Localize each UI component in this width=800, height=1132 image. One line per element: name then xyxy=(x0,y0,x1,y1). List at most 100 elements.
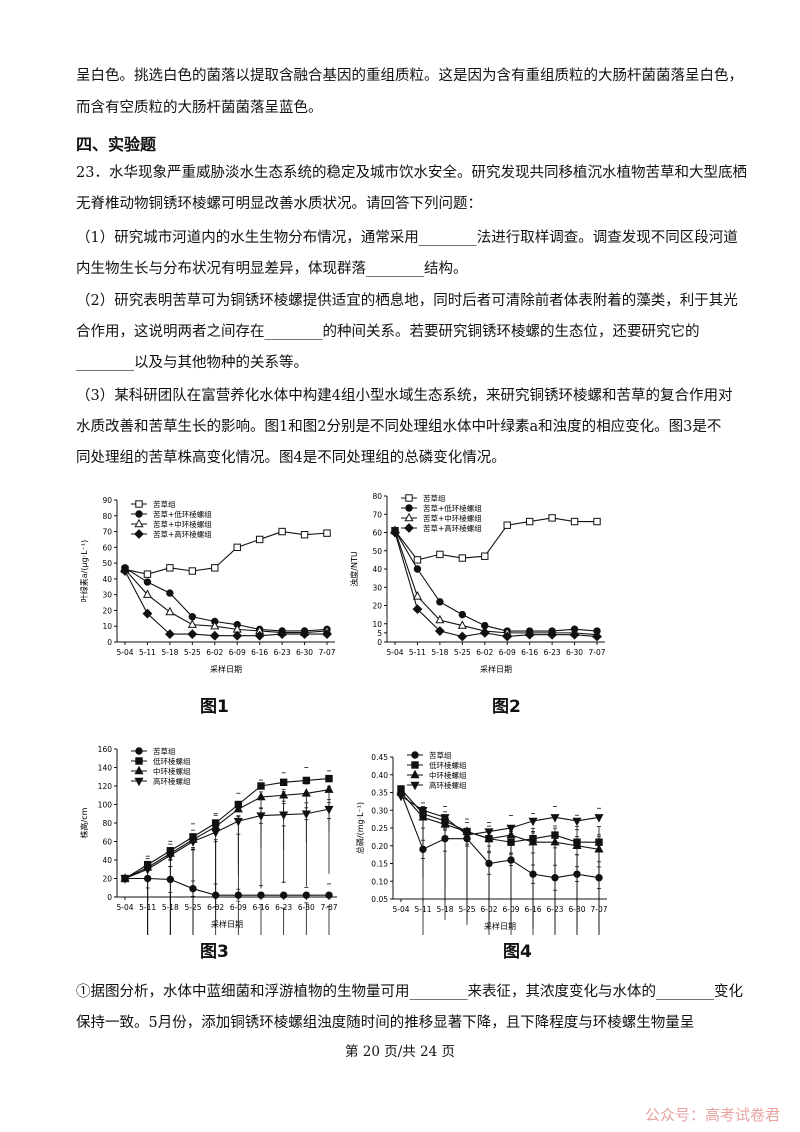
y-tick-label: 0.45 xyxy=(371,753,388,762)
x-tick-label: 5-18 xyxy=(431,648,448,657)
legend-label: 苦草+中环棱螺组 xyxy=(423,513,482,523)
y-tick-label: 70 xyxy=(102,528,112,537)
y-tick-label: 0 xyxy=(377,638,382,647)
y-tick-label: 0.20 xyxy=(371,842,388,851)
data-point xyxy=(410,781,420,791)
data-point xyxy=(279,811,289,820)
series-line xyxy=(400,788,599,843)
data-point xyxy=(525,517,534,526)
data-point xyxy=(410,769,420,779)
data-point xyxy=(302,776,311,785)
data-point xyxy=(301,788,311,797)
legend-label: 苦草+低环棱螺组 xyxy=(423,503,482,513)
series-1 xyxy=(391,514,601,564)
data-point xyxy=(436,550,444,559)
y-tick-label: 60 xyxy=(102,838,112,847)
data-point xyxy=(325,891,333,899)
x-tick-label: 6-23 xyxy=(544,648,561,657)
data-point xyxy=(390,527,400,538)
series-3 xyxy=(120,564,332,636)
data-point xyxy=(188,567,197,575)
data-point xyxy=(457,631,468,642)
x-axis-label: 采样日期 xyxy=(480,664,512,674)
data-point xyxy=(322,629,332,640)
data-point xyxy=(405,494,413,502)
y-tick-label: 0.30 xyxy=(371,806,388,815)
figure-1-caption: 图1 xyxy=(200,697,229,717)
data-point xyxy=(254,630,265,641)
data-point xyxy=(277,629,288,640)
series-line xyxy=(124,569,328,634)
series-line xyxy=(124,778,330,879)
data-point xyxy=(209,630,220,641)
data-point xyxy=(570,517,579,526)
paragraph-line: 呈白色。挑选白色的菌落以提取含融合基因的重组质粒。这是因为含有重组质粒的大肠杆菌… xyxy=(76,68,743,84)
figure-1-chart: 0 10 20 30 40 50 60 70 80 90 5-04 5-11 5-18 5-25 6-02 6… xyxy=(79,496,336,674)
y-tick-label: 140 xyxy=(98,764,113,773)
data-point xyxy=(143,578,152,586)
figure-4-caption: 图4 xyxy=(503,942,532,962)
data-point xyxy=(458,610,467,619)
x-tick-label: 6-23 xyxy=(275,903,292,912)
data-point xyxy=(188,613,197,621)
y-tick-label: 30 xyxy=(102,591,112,600)
x-tick-label: 5-11 xyxy=(409,648,426,657)
y-tick-label: 70 xyxy=(372,510,382,519)
data-point xyxy=(211,829,221,838)
data-point xyxy=(166,589,174,597)
y-tick-label: 80 xyxy=(102,819,112,828)
data-point xyxy=(436,598,444,606)
data-point xyxy=(569,629,580,640)
series-4 xyxy=(120,566,332,641)
data-point xyxy=(481,552,489,560)
data-point xyxy=(166,564,174,572)
x-tick-label: 5-25 xyxy=(184,648,201,657)
x-axis-label: 采样日期 xyxy=(210,664,242,674)
figure-4-chart: 0.05 0.10 0.15 0.20 0.25 0.30 0.35 0.40 0.45 5-04… xyxy=(355,750,608,935)
y-tick-label: 40 xyxy=(372,565,382,574)
data-point xyxy=(134,777,144,787)
series-line xyxy=(394,530,598,632)
data-point xyxy=(211,564,219,572)
x-tick-label: 5-04 xyxy=(386,648,403,657)
y-tick-label: 20 xyxy=(102,606,112,615)
x-axis-label: 采样日期 xyxy=(484,921,516,931)
data-point xyxy=(435,614,445,624)
data-point xyxy=(503,521,511,529)
data-point xyxy=(232,630,243,641)
y-tick-label: 10 xyxy=(372,620,382,629)
series-line xyxy=(394,517,597,561)
data-point xyxy=(188,838,198,847)
data-point xyxy=(324,784,334,793)
data-point xyxy=(279,778,288,786)
data-point xyxy=(134,529,144,539)
data-point xyxy=(165,606,175,616)
data-point xyxy=(418,807,428,816)
y-tick-label: 40 xyxy=(102,575,112,584)
data-point xyxy=(135,510,143,518)
sub-question-3: 同处理组的苦草株高变化情况。图4是不同处理组的总磷变化情况。 xyxy=(76,450,506,466)
data-point xyxy=(528,817,538,827)
data-point xyxy=(593,517,601,526)
y-tick-label: 20 xyxy=(372,602,382,611)
legend-label: 苦草+低环棱螺组 xyxy=(153,509,212,519)
data-point xyxy=(142,608,153,619)
data-point xyxy=(547,629,558,640)
series-line xyxy=(400,795,600,836)
series-4 xyxy=(396,792,604,920)
data-point xyxy=(210,620,220,630)
data-point xyxy=(233,817,243,827)
y-axis-label: 浊度/NTU xyxy=(349,551,359,587)
data-point xyxy=(120,566,130,576)
x-tick-label: 5-25 xyxy=(454,648,471,657)
x-tick-label: 6-02 xyxy=(206,648,223,657)
figure-3-caption: 图3 xyxy=(200,942,229,962)
sub-question-1: （1）研究城市河道内的水生生物分布情况，通常采用________法进行取样调查。… xyxy=(76,230,738,246)
legend-label: 苦草组 xyxy=(429,750,452,760)
y-axis-label: 总磷/(mg·L⁻¹) xyxy=(355,802,365,854)
data-point xyxy=(457,620,467,629)
x-axis-label: 采样日期 xyxy=(211,919,243,929)
data-point xyxy=(484,828,494,837)
watermark: 公众号：高考试卷君 xyxy=(644,1106,780,1124)
data-point xyxy=(134,765,144,775)
